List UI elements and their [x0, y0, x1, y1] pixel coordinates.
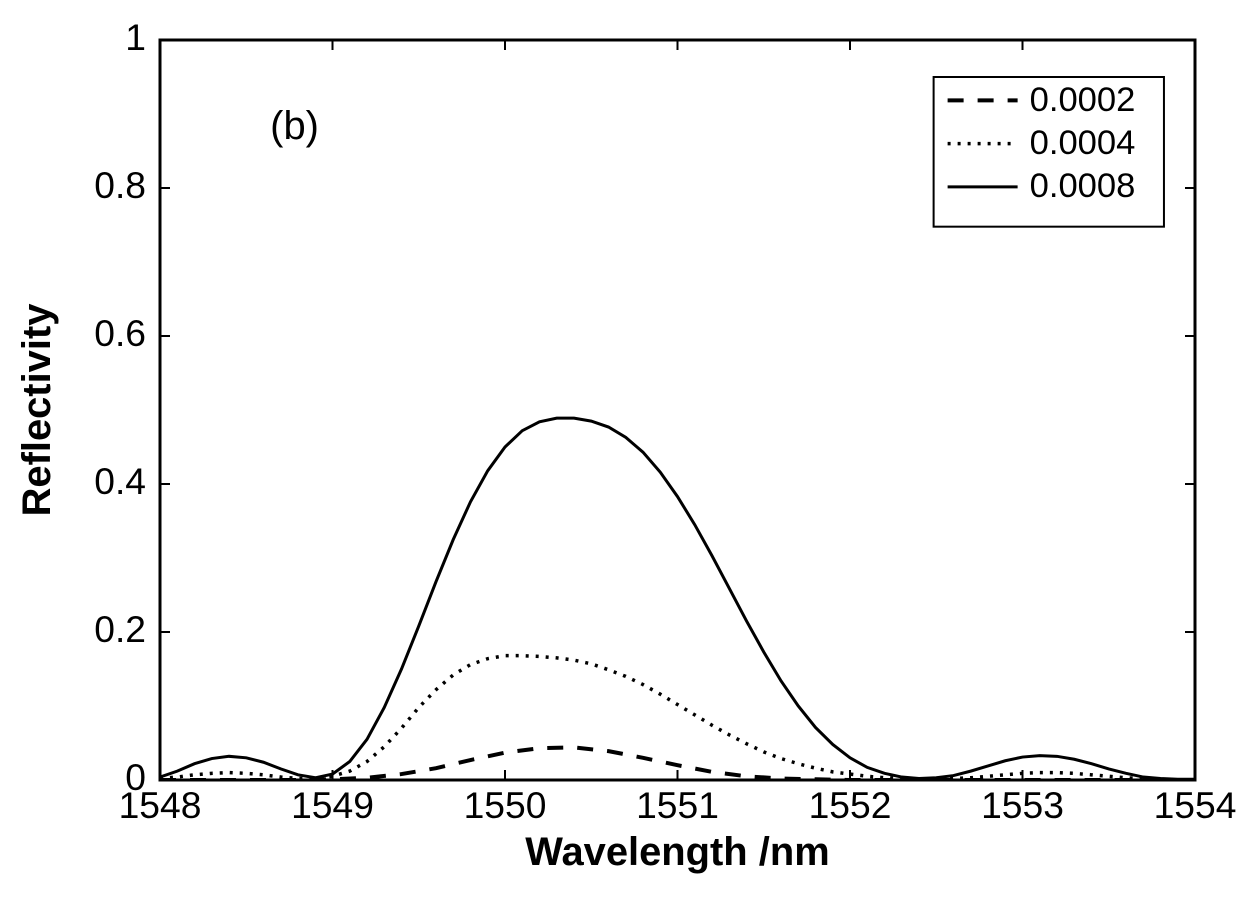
x-tick-label: 1550 [464, 784, 547, 826]
legend-label: 0.0002 [1030, 81, 1136, 119]
y-axis-label: Reflectivity [15, 304, 59, 517]
legend: 0.0002 0.0004 0.0008 [934, 77, 1164, 227]
x-axis-label: Wavelength /nm [525, 830, 829, 874]
x-tick-label: 1553 [981, 784, 1064, 826]
legend-label: 0.0008 [1030, 167, 1136, 205]
y-tick-label: 0 [125, 756, 146, 798]
y-tick-label: 0.6 [94, 312, 146, 354]
x-tick-label: 1549 [291, 784, 374, 826]
y-tick-label: 0.2 [94, 608, 146, 650]
legend-label: 0.0004 [1030, 124, 1136, 162]
y-tick-label: 0.4 [94, 460, 146, 502]
y-tick-label: 0.8 [94, 164, 146, 206]
y-tick-label: 1 [125, 16, 146, 58]
x-tick-label: 1551 [636, 784, 719, 826]
x-tick-label: 1554 [1154, 784, 1237, 826]
reflectivity-chart: 154815491550155115521553155400.20.40.60.… [0, 0, 1240, 906]
panel-label: (b) [270, 104, 319, 148]
x-tick-label: 1552 [809, 784, 892, 826]
